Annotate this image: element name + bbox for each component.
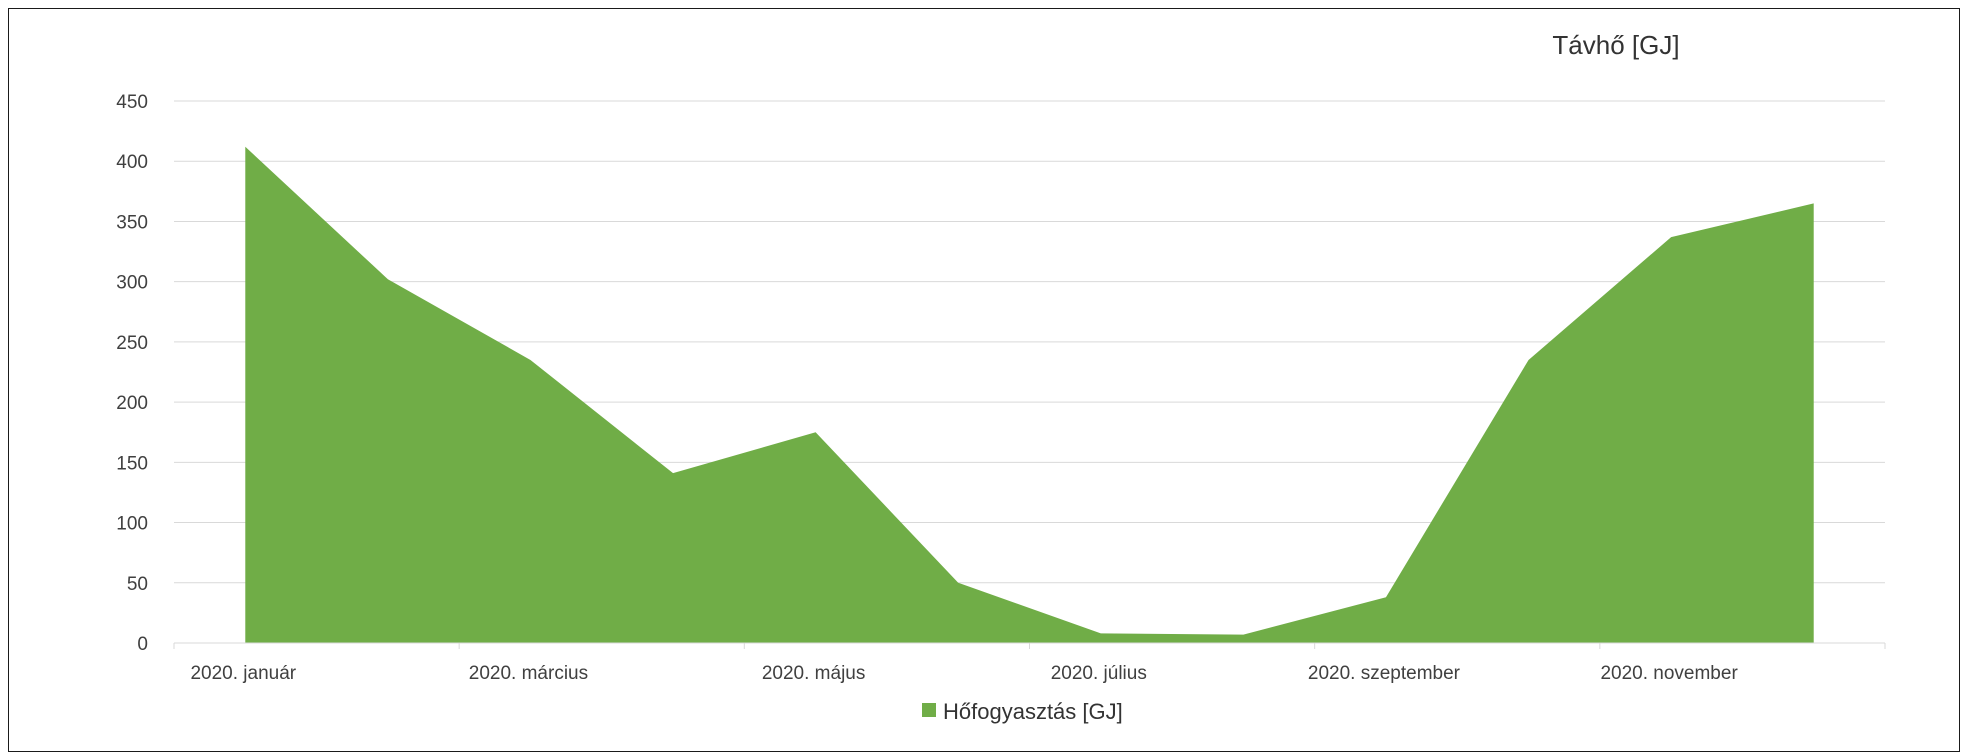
y-axis-ticks: 0 50 100 150 200 250 300 350 400 450 (116, 92, 148, 655)
y-tick-label: 450 (116, 92, 148, 113)
x-tick-label: 2020. január (190, 663, 296, 684)
x-tick-label: 2020. július (1051, 663, 1147, 684)
y-tick-label: 200 (116, 393, 148, 414)
x-tick-label: 2020. március (469, 663, 588, 684)
x-tick-label: 2020. május (762, 663, 866, 684)
y-tick-label: 400 (116, 152, 148, 173)
legend: Hőfogyasztás [GJ] (922, 699, 1123, 724)
y-tick-label: 150 (116, 453, 148, 474)
x-axis-ticks: 2020. január 2020. március 2020. május 2020… (190, 663, 1738, 684)
y-tick-label: 300 (116, 273, 148, 294)
legend-swatch (922, 703, 936, 717)
y-tick-label: 350 (116, 212, 148, 233)
y-tick-label: 0 (137, 634, 148, 655)
y-tick-label: 250 (116, 333, 148, 354)
chart-title: Távhő [GJ] (1552, 30, 1679, 60)
series-area (245, 146, 1814, 643)
x-tick-label: 2020. november (1600, 663, 1738, 684)
y-tick-label: 100 (116, 514, 148, 535)
y-tick-label: 50 (127, 574, 148, 595)
legend-label: Hőfogyasztás [GJ] (943, 699, 1123, 724)
x-axis-tick-marks (173, 643, 1886, 649)
x-tick-label: 2020. szeptember (1308, 663, 1461, 684)
